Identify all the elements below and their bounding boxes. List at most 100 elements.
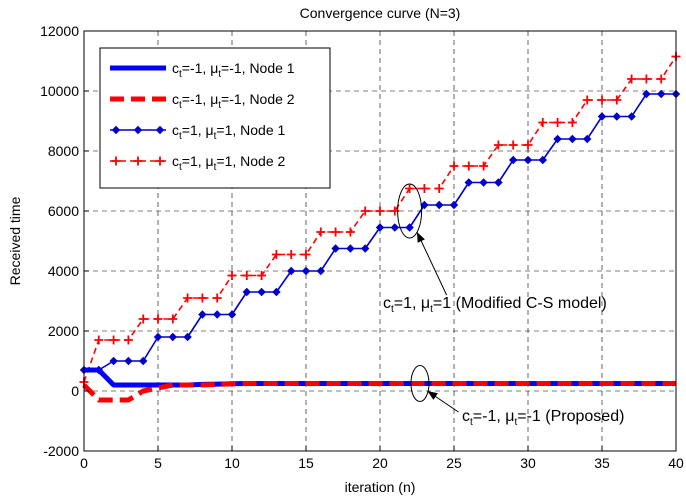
data-point-diamond (479, 178, 488, 187)
data-point-plus (227, 271, 237, 280)
data-point-plus (449, 161, 459, 171)
data-point-plus (360, 206, 370, 216)
data-point-diamond (272, 287, 281, 297)
data-point-plus (597, 95, 607, 105)
data-point-diamond (168, 332, 178, 342)
data-point-plus (153, 314, 163, 324)
data-point-diamond (627, 112, 636, 121)
y-tick-label: 12000 (40, 23, 79, 39)
annotation-arrow-head (427, 391, 438, 400)
x-axis-label: iteration (n) (345, 479, 416, 495)
data-point-diamond (316, 266, 326, 276)
data-point-plus (641, 74, 651, 84)
axis-ticks: 0 5 10 15 20 25 30 35 40-20000200040006000800010… (40, 23, 684, 471)
data-point-diamond (538, 155, 548, 165)
data-point-plus (212, 293, 222, 303)
data-point-diamond (257, 287, 266, 297)
data-point-plus (168, 314, 178, 324)
data-point-diamond (286, 266, 296, 276)
data-point-diamond (553, 134, 562, 144)
data-point-plus (627, 74, 637, 84)
annotation-ellipse (410, 365, 430, 402)
data-point-diamond (111, 125, 121, 135)
data-point-diamond (227, 310, 237, 319)
y-tick-label: 0 (71, 383, 79, 399)
data-point-plus (538, 118, 548, 127)
data-point-plus (331, 227, 341, 237)
x-tick-label: 5 (154, 455, 162, 471)
data-point-diamond (405, 223, 414, 232)
y-tick-label: 10000 (40, 83, 79, 99)
data-point-diamond (138, 356, 148, 366)
data-point-plus (94, 335, 104, 345)
annotation-label: ct=1, μt=1 (Modified C-S model) (383, 295, 607, 315)
data-point-plus (197, 293, 207, 303)
data-point-diamond (212, 310, 222, 319)
data-point-diamond (642, 89, 651, 99)
data-point-diamond (597, 112, 607, 121)
grid (84, 31, 676, 451)
data-point-diamond (133, 125, 143, 135)
data-point-diamond (612, 112, 622, 121)
chart-title: Convergence curve (N=3) (300, 5, 461, 21)
data-point-diamond (360, 244, 370, 253)
data-point-plus (493, 140, 503, 150)
data-point-plus (286, 250, 296, 259)
data-point-plus (582, 95, 592, 105)
annotation-arrow-line (416, 231, 448, 296)
legend-label: ct=1, μt=1, Node 1 (172, 122, 285, 142)
data-point-diamond (523, 155, 533, 165)
data-point-plus (301, 250, 311, 259)
data-point-plus (419, 184, 429, 193)
data-point-diamond (198, 310, 207, 319)
x-tick-label: 25 (446, 455, 462, 471)
legend-label: ct=-1, μt=-1, Node 1 (172, 60, 295, 80)
data-point-diamond (183, 332, 192, 342)
annotation-arrow-head (417, 232, 425, 243)
data-point-plus (183, 293, 193, 303)
series-layer (79, 52, 681, 403)
data-point-diamond (153, 332, 163, 342)
data-point-plus (523, 140, 533, 150)
data-point-plus (464, 161, 474, 171)
annotations: ct=1, μt=1 (Modified C-S model) ct=-1, μt… (383, 183, 624, 428)
data-point-diamond (155, 125, 165, 135)
annotation-ellipse (397, 183, 423, 239)
data-point-diamond (568, 134, 577, 144)
data-point-diamond (494, 178, 503, 187)
data-point-plus (123, 335, 133, 345)
data-point-plus (257, 271, 267, 280)
x-tick-label: 35 (594, 455, 610, 471)
data-point-plus (479, 161, 489, 171)
data-point-plus (656, 74, 666, 84)
data-point-plus (434, 184, 444, 193)
annotation-label: ct=-1, μt=-1 (Proposed) (462, 408, 624, 428)
data-point-diamond (449, 200, 459, 210)
data-point-diamond (124, 356, 133, 366)
data-point-diamond (420, 200, 429, 210)
data-point-diamond (464, 178, 474, 187)
x-tick-label: 0 (80, 455, 88, 471)
y-axis-label: Received time (7, 196, 23, 285)
x-tick-label: 40 (668, 455, 684, 471)
data-point-plus (133, 156, 143, 166)
series-line (82, 381, 676, 403)
data-point-diamond (434, 200, 444, 210)
y-tick-label: 8000 (48, 143, 79, 159)
data-point-diamond (109, 356, 118, 366)
data-point-diamond (375, 223, 385, 232)
x-tick-label: 30 (520, 455, 536, 471)
data-point-diamond (390, 223, 400, 232)
y-tick-label: 4000 (48, 263, 79, 279)
data-point-plus (316, 227, 326, 237)
x-tick-label: 10 (224, 455, 240, 471)
data-point-plus (375, 206, 385, 216)
data-point-diamond (301, 266, 311, 276)
data-point-plus (138, 314, 148, 324)
data-point-plus (155, 156, 165, 166)
x-tick-label: 20 (372, 455, 388, 471)
data-point-plus (242, 271, 252, 280)
data-point-diamond (508, 155, 518, 165)
data-point-diamond (242, 287, 252, 297)
